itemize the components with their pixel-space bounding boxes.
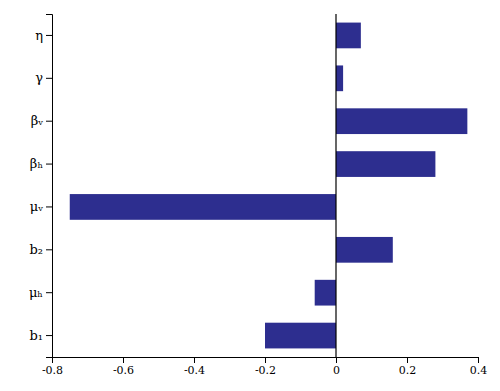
plot-area: -0.8 -0.6 -0.4 -0.2 0 0.2 0.4 η γ βᵥ βₕ μᵥ b₂ μₕ b₁ [29, 14, 487, 377]
y-tick: μᵥ [30, 199, 52, 214]
y-tick-label: μᵥ [30, 199, 43, 214]
x-tick-mark [265, 357, 266, 363]
y-tick-mark [46, 335, 52, 336]
y-tick: μₕ [29, 285, 52, 300]
y-tick-label: βₕ [30, 156, 43, 171]
y-axis: η γ βᵥ βₕ μᵥ b₂ μₕ b₁ [29, 15, 53, 358]
bar [336, 237, 393, 263]
y-tick-mark [46, 35, 52, 36]
y-tick: γ [35, 70, 52, 85]
x-tick: -0.4 [184, 357, 205, 377]
x-tick: -0.2 [255, 357, 276, 377]
x-tick-label: -0.4 [184, 364, 205, 377]
x-tick: 0.4 [470, 357, 488, 377]
x-tick-label: 0.4 [470, 364, 488, 377]
x-tick-mark [194, 357, 195, 363]
x-tick-mark [407, 357, 408, 363]
y-tick-mark [46, 206, 52, 207]
x-axis: -0.8 -0.6 -0.4 -0.2 0 0.2 0.4 [42, 357, 487, 377]
x-tick: 0.2 [399, 357, 417, 377]
x-tick-label: -0.6 [113, 364, 134, 377]
y-tick: b₂ [29, 242, 52, 257]
bar [265, 323, 336, 349]
y-tick-mark [46, 78, 52, 79]
y-tick-mark [46, 121, 52, 122]
x-tick: 0 [333, 357, 340, 377]
y-tick-label: μₕ [29, 285, 43, 300]
bar [336, 65, 343, 91]
bar [336, 23, 361, 49]
y-tick: η [35, 28, 52, 43]
x-tick: -0.6 [113, 357, 134, 377]
x-tick-mark [478, 357, 479, 363]
y-tick: βᵥ [31, 113, 52, 128]
x-tick-label: -0.8 [42, 364, 63, 377]
y-tick-label: γ [35, 70, 43, 85]
y-tick-mark [46, 292, 52, 293]
x-tick-label: 0 [333, 364, 340, 377]
y-tick-label: βᵥ [31, 113, 44, 128]
bar [70, 194, 336, 220]
bar [315, 280, 336, 306]
x-tick-label: 0.2 [399, 364, 417, 377]
y-tick-label: η [35, 28, 43, 43]
y-tick-mark [46, 249, 52, 250]
y-tick: b₁ [29, 328, 52, 343]
chart: -0.8 -0.6 -0.4 -0.2 0 0.2 0.4 η γ βᵥ βₕ μᵥ b₂ μₕ b₁ [0, 0, 500, 391]
bar [336, 108, 467, 134]
y-tick-mark [46, 164, 52, 165]
x-tick-mark [336, 357, 337, 363]
y-tick-label: b₂ [29, 242, 43, 257]
y-axis-line [46, 15, 53, 358]
y-tick-label: b₁ [29, 328, 43, 343]
x-tick: -0.8 [42, 357, 63, 377]
bar [336, 151, 435, 177]
x-axis-line [53, 358, 479, 364]
zero-line [335, 14, 336, 357]
y-tick: βₕ [30, 156, 52, 171]
bars [70, 14, 468, 357]
x-tick-mark [123, 357, 124, 363]
x-tick-label: -0.2 [255, 364, 276, 377]
